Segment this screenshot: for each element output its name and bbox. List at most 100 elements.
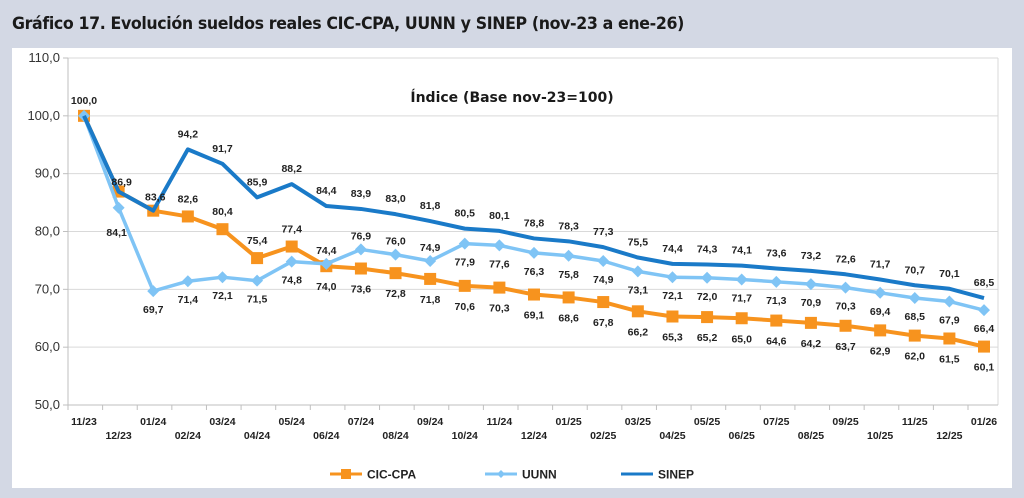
y-tick-label: 80,0 <box>35 224 60 239</box>
data-label-cic-cpa: 65,3 <box>662 332 683 344</box>
data-label-cic-cpa: 66,2 <box>628 326 649 338</box>
legend-item-uunn: UUNN <box>485 468 557 482</box>
data-label-uunn: 76,0 <box>385 236 406 248</box>
data-label-uunn: 70,9 <box>801 297 822 309</box>
x-tick-label: 04/25 <box>659 430 685 442</box>
chart-subtitle: Índice (Base nov-23=100) <box>410 89 613 106</box>
data-label-uunn: 72,0 <box>697 291 718 303</box>
axes: 50,0 60,0 70,0 80,0 90,0 100,0 110,0 11/23 12/23… <box>27 50 998 442</box>
x-tick-label: 09/24 <box>417 416 443 428</box>
y-tick-label: 110,0 <box>28 50 60 65</box>
data-label-cic-cpa: 75,4 <box>247 235 268 247</box>
data-label-cic-cpa: 65,0 <box>731 333 752 345</box>
data-label-uunn: 71,5 <box>247 294 268 306</box>
data-label-uunn: 67,9 <box>939 314 960 326</box>
data-point <box>597 254 610 267</box>
data-label-uunn: 75,8 <box>558 269 579 281</box>
data-label-uunn: 76,9 <box>351 230 372 242</box>
chart-panel <box>12 48 1012 488</box>
data-label-cic-cpa: 70,3 <box>489 303 510 315</box>
data-label-uunn: 76,3 <box>524 266 545 278</box>
data-label-uunn: 71,7 <box>731 293 752 305</box>
y-tick-label: 90,0 <box>35 166 60 181</box>
x-tick-label: 05/25 <box>694 416 720 428</box>
data-label-sinep: 71,7 <box>870 259 891 271</box>
legend-label: UUNN <box>522 468 557 482</box>
data-label-cic-cpa: 61,5 <box>939 353 960 365</box>
data-label-uunn: 69,7 <box>143 304 164 316</box>
data-label-cic-cpa: 63,7 <box>835 341 856 353</box>
data-point <box>735 312 748 325</box>
data-label-uunn: 74,9 <box>593 274 614 286</box>
x-tick-label: 07/25 <box>763 416 789 428</box>
data-point <box>735 273 748 286</box>
data-label-cic-cpa: 69,1 <box>524 310 545 322</box>
legend-label: SINEP <box>658 468 694 482</box>
x-tick-label: 03/25 <box>625 416 651 428</box>
data-label-sinep: 74,4 <box>662 243 683 255</box>
data-point <box>839 319 852 332</box>
x-tick-label: 11/23 <box>71 416 97 428</box>
x-tick-label: 12/25 <box>936 430 962 442</box>
data-label-uunn: 74,4 <box>316 245 337 257</box>
data-label-sinep: 81,8 <box>420 200 441 212</box>
data-label-cic-cpa: 67,8 <box>593 317 614 329</box>
x-tick-label: 01/24 <box>140 416 166 428</box>
series-group <box>78 109 990 353</box>
data-point <box>978 304 990 317</box>
x-tick-label: 01/25 <box>555 416 581 428</box>
data-point <box>631 265 644 278</box>
series-sinep <box>82 115 985 300</box>
data-label-sinep: 88,2 <box>281 163 302 175</box>
data-point <box>424 272 437 285</box>
legend: CIC-CPA UUNN SINEP <box>330 468 694 482</box>
data-label-sinep: 91,7 <box>212 143 233 155</box>
y-tick-label: 50,0 <box>35 397 60 412</box>
legend-marker <box>341 469 351 479</box>
data-label-uunn: 70,3 <box>835 301 856 313</box>
data-label-cic-cpa: 62,9 <box>870 345 891 357</box>
data-label-uunn: 71,3 <box>766 295 787 307</box>
x-tick-label: 11/24 <box>487 416 513 428</box>
data-point <box>216 223 229 236</box>
data-label-uunn: 66,4 <box>974 323 995 335</box>
data-label-uunn: 74,8 <box>281 275 302 287</box>
x-tick-label: 06/25 <box>729 430 755 442</box>
data-label-sinep: 80,5 <box>455 208 476 220</box>
data-label-sinep: 78,8 <box>524 217 545 229</box>
data-label-sinep: 77,3 <box>593 226 614 238</box>
data-point <box>389 267 402 280</box>
data-point <box>320 257 333 270</box>
data-point <box>804 278 817 291</box>
data-point <box>908 329 921 342</box>
data-label-uunn: 77,6 <box>489 258 510 270</box>
x-tick-label: 01/26 <box>971 416 997 428</box>
x-tick-label: 07/24 <box>348 416 374 428</box>
data-label-cic-cpa: 72,8 <box>385 288 406 300</box>
data-point <box>285 240 298 253</box>
x-tick-label: 10/25 <box>867 430 893 442</box>
series-uunn <box>78 109 990 317</box>
data-point <box>354 262 367 275</box>
data-label-sinep: 100,0 <box>71 95 97 107</box>
data-label-cic-cpa: 82,6 <box>178 193 199 205</box>
data-point <box>562 249 575 262</box>
data-label-uunn: 73,1 <box>628 284 649 296</box>
data-point <box>181 275 194 288</box>
data-label-uunn: 84,1 <box>106 227 127 239</box>
data-point <box>908 292 921 305</box>
data-point <box>251 252 264 265</box>
data-point <box>493 239 506 252</box>
data-point <box>978 340 990 353</box>
data-point <box>528 288 540 301</box>
data-point <box>943 332 956 345</box>
data-point <box>389 248 402 261</box>
data-point <box>562 291 575 304</box>
data-label-sinep: 86,9 <box>111 177 132 189</box>
data-label-sinep: 70,1 <box>939 268 960 280</box>
data-label-uunn: 72,1 <box>212 290 233 302</box>
data-point <box>874 324 887 337</box>
data-label-sinep: 72,6 <box>835 253 856 265</box>
data-point <box>874 286 887 299</box>
